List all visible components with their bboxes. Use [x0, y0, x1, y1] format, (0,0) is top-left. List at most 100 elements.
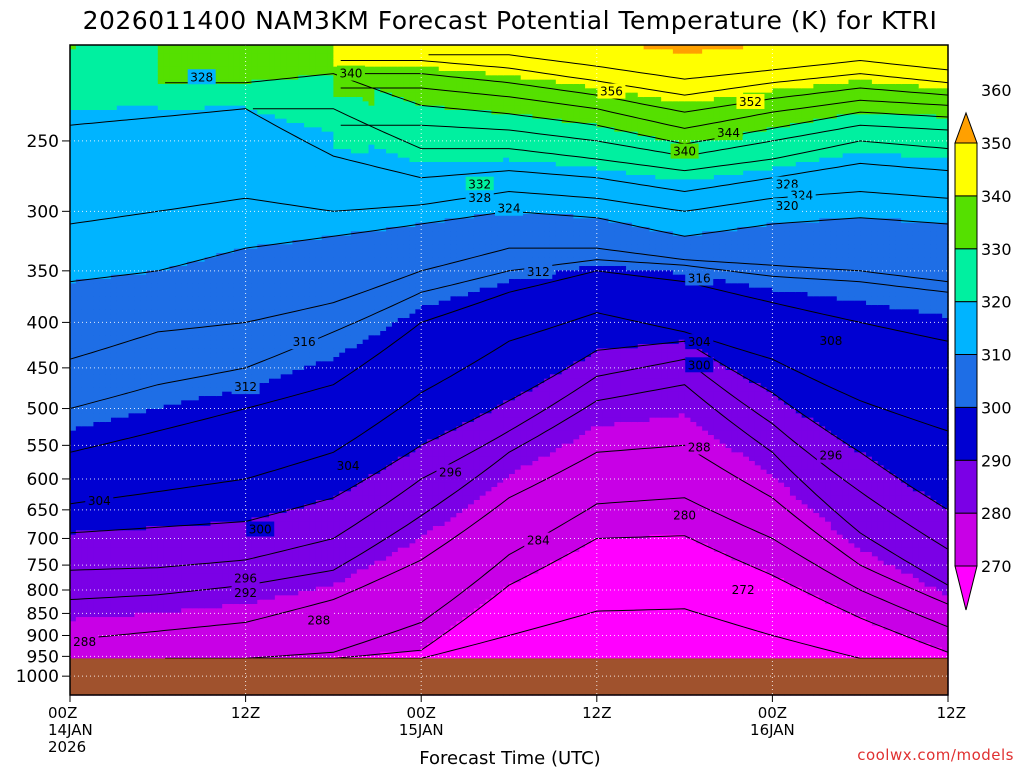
contour-fill-cell	[222, 426, 229, 432]
contour-fill-cell	[99, 448, 106, 453]
contour-fill-cell	[163, 357, 171, 362]
contour-fill-cell	[251, 84, 258, 89]
contour-fill-cell	[257, 513, 264, 518]
contour-fill-cell	[75, 365, 83, 371]
contour-fill-cell	[81, 625, 89, 631]
contour-fill-cell	[257, 261, 264, 267]
contour-fill-cell	[140, 539, 147, 544]
contour-fill-cell	[146, 283, 153, 289]
contour-fill-cell	[198, 357, 206, 362]
contour-fill-cell	[192, 235, 200, 241]
contour-fill-cell	[87, 530, 95, 536]
contour-fill-cell	[146, 118, 153, 124]
contour-fill-cell	[151, 49, 159, 55]
contour-fill-cell	[146, 452, 153, 458]
contour-fill-cell	[175, 630, 182, 635]
contour-fill-cell	[99, 465, 106, 471]
contour-fill-cell	[169, 101, 176, 107]
contour-fill-cell	[70, 274, 77, 280]
contour-fill-cell	[245, 114, 253, 120]
contour-fill-cell	[222, 344, 229, 349]
contour-fill-cell	[239, 118, 247, 124]
contour-fill-cell	[110, 300, 118, 306]
contour-fill-cell	[187, 439, 194, 445]
contour-fill-cell	[140, 365, 147, 371]
contour-fill-cell	[245, 365, 253, 371]
contour-fill-cell	[257, 257, 264, 263]
contour-fill-cell	[210, 84, 217, 89]
contour-fill-cell	[110, 149, 118, 154]
contour-fill-cell	[81, 426, 89, 432]
contour-fill-cell	[122, 504, 130, 510]
contour-fill-cell	[70, 322, 77, 328]
contour-fill-cell	[116, 248, 124, 254]
contour-fill-cell	[87, 287, 95, 293]
contour-fill-cell	[110, 240, 118, 245]
contour-fill-cell	[187, 97, 194, 102]
contour-fill-cell	[70, 270, 77, 276]
contour-fill-cell	[157, 92, 165, 98]
contour-fill-cell	[222, 621, 229, 627]
contour-fill-cell	[99, 565, 106, 570]
contour-fill-cell	[87, 357, 95, 362]
contour-fill-cell	[116, 266, 124, 271]
contour-fill-cell	[116, 253, 124, 258]
contour-fill-cell	[134, 66, 141, 72]
contour-fill-cell	[222, 205, 229, 211]
contour-fill-cell	[216, 383, 223, 388]
contour-fill-cell	[140, 53, 147, 59]
contour-fill-cell	[175, 573, 182, 579]
contour-fill-cell	[192, 556, 200, 562]
contour-fill-cell	[99, 318, 106, 323]
contour-fill-cell	[151, 253, 159, 258]
contour-fill-cell	[140, 71, 147, 76]
contour-fill-cell	[128, 357, 135, 362]
contour-fill-cell	[187, 183, 194, 189]
contour-fill-cell	[163, 612, 171, 618]
contour-fill-cell	[140, 543, 147, 549]
contour-fill-cell	[163, 573, 171, 579]
contour-fill-cell	[210, 183, 217, 189]
contour-fill-cell	[81, 530, 89, 536]
contour-fill-cell	[163, 456, 171, 462]
contour-fill-cell	[216, 378, 223, 384]
contour-fill-cell	[157, 621, 165, 627]
contour-fill-cell	[146, 240, 153, 245]
contour-fill-cell	[163, 261, 171, 267]
contour-fill-cell	[187, 608, 194, 614]
contour-fill-cell	[198, 318, 206, 323]
contour-fill-cell	[110, 322, 118, 328]
contour-fill-cell	[157, 552, 165, 557]
contour-fill-cell	[175, 465, 182, 471]
contour-fill-cell	[187, 118, 194, 124]
contour-fill-cell	[257, 123, 264, 128]
contour-fill-cell	[245, 500, 253, 505]
contour-fill-cell	[134, 621, 141, 627]
contour-fill-cell	[81, 448, 89, 453]
contour-fill-cell	[175, 331, 182, 336]
contour-fill-cell	[181, 344, 188, 349]
contour-fill-cell	[169, 196, 176, 202]
contour-fill-cell	[245, 422, 253, 427]
contour-fill-cell	[239, 370, 247, 375]
contour-fill-cell	[163, 253, 171, 258]
contour-fill-cell	[122, 586, 130, 592]
contour-fill-cell	[75, 97, 83, 102]
contour-fill-cell	[175, 530, 182, 536]
contour-fill-cell	[169, 534, 176, 540]
contour-fill-cell	[192, 625, 200, 631]
contour-fill-cell	[116, 339, 124, 345]
contour-fill-cell	[151, 443, 159, 449]
contour-fill-cell	[251, 487, 258, 492]
contour-fill-cell	[140, 79, 147, 85]
contour-fill-cell	[128, 140, 135, 146]
contour-fill-cell	[116, 222, 124, 228]
contour-fill-cell	[251, 136, 258, 141]
contour-fill-cell	[239, 205, 247, 211]
contour-fill-cell	[110, 318, 118, 323]
contour-fill-cell	[192, 617, 200, 622]
contour-fill-cell	[99, 521, 106, 527]
contour-fill-cell	[239, 49, 247, 55]
contour-fill-cell	[181, 526, 188, 531]
contour-fill-cell	[93, 88, 100, 94]
